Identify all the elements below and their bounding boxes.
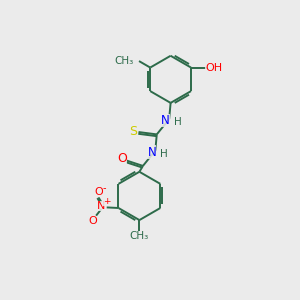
Text: S: S	[129, 125, 137, 138]
Text: -: -	[103, 184, 106, 194]
Text: CH₃: CH₃	[130, 231, 149, 241]
Text: O: O	[88, 216, 97, 226]
Text: +: +	[103, 197, 110, 206]
Text: O: O	[95, 187, 103, 197]
Text: N: N	[161, 114, 170, 127]
Text: H: H	[160, 148, 167, 158]
Text: O: O	[117, 152, 127, 165]
Text: H: H	[173, 117, 181, 127]
Text: N: N	[97, 201, 106, 211]
Text: OH: OH	[205, 63, 222, 73]
Text: CH₃: CH₃	[115, 56, 134, 66]
Text: N: N	[147, 146, 156, 159]
